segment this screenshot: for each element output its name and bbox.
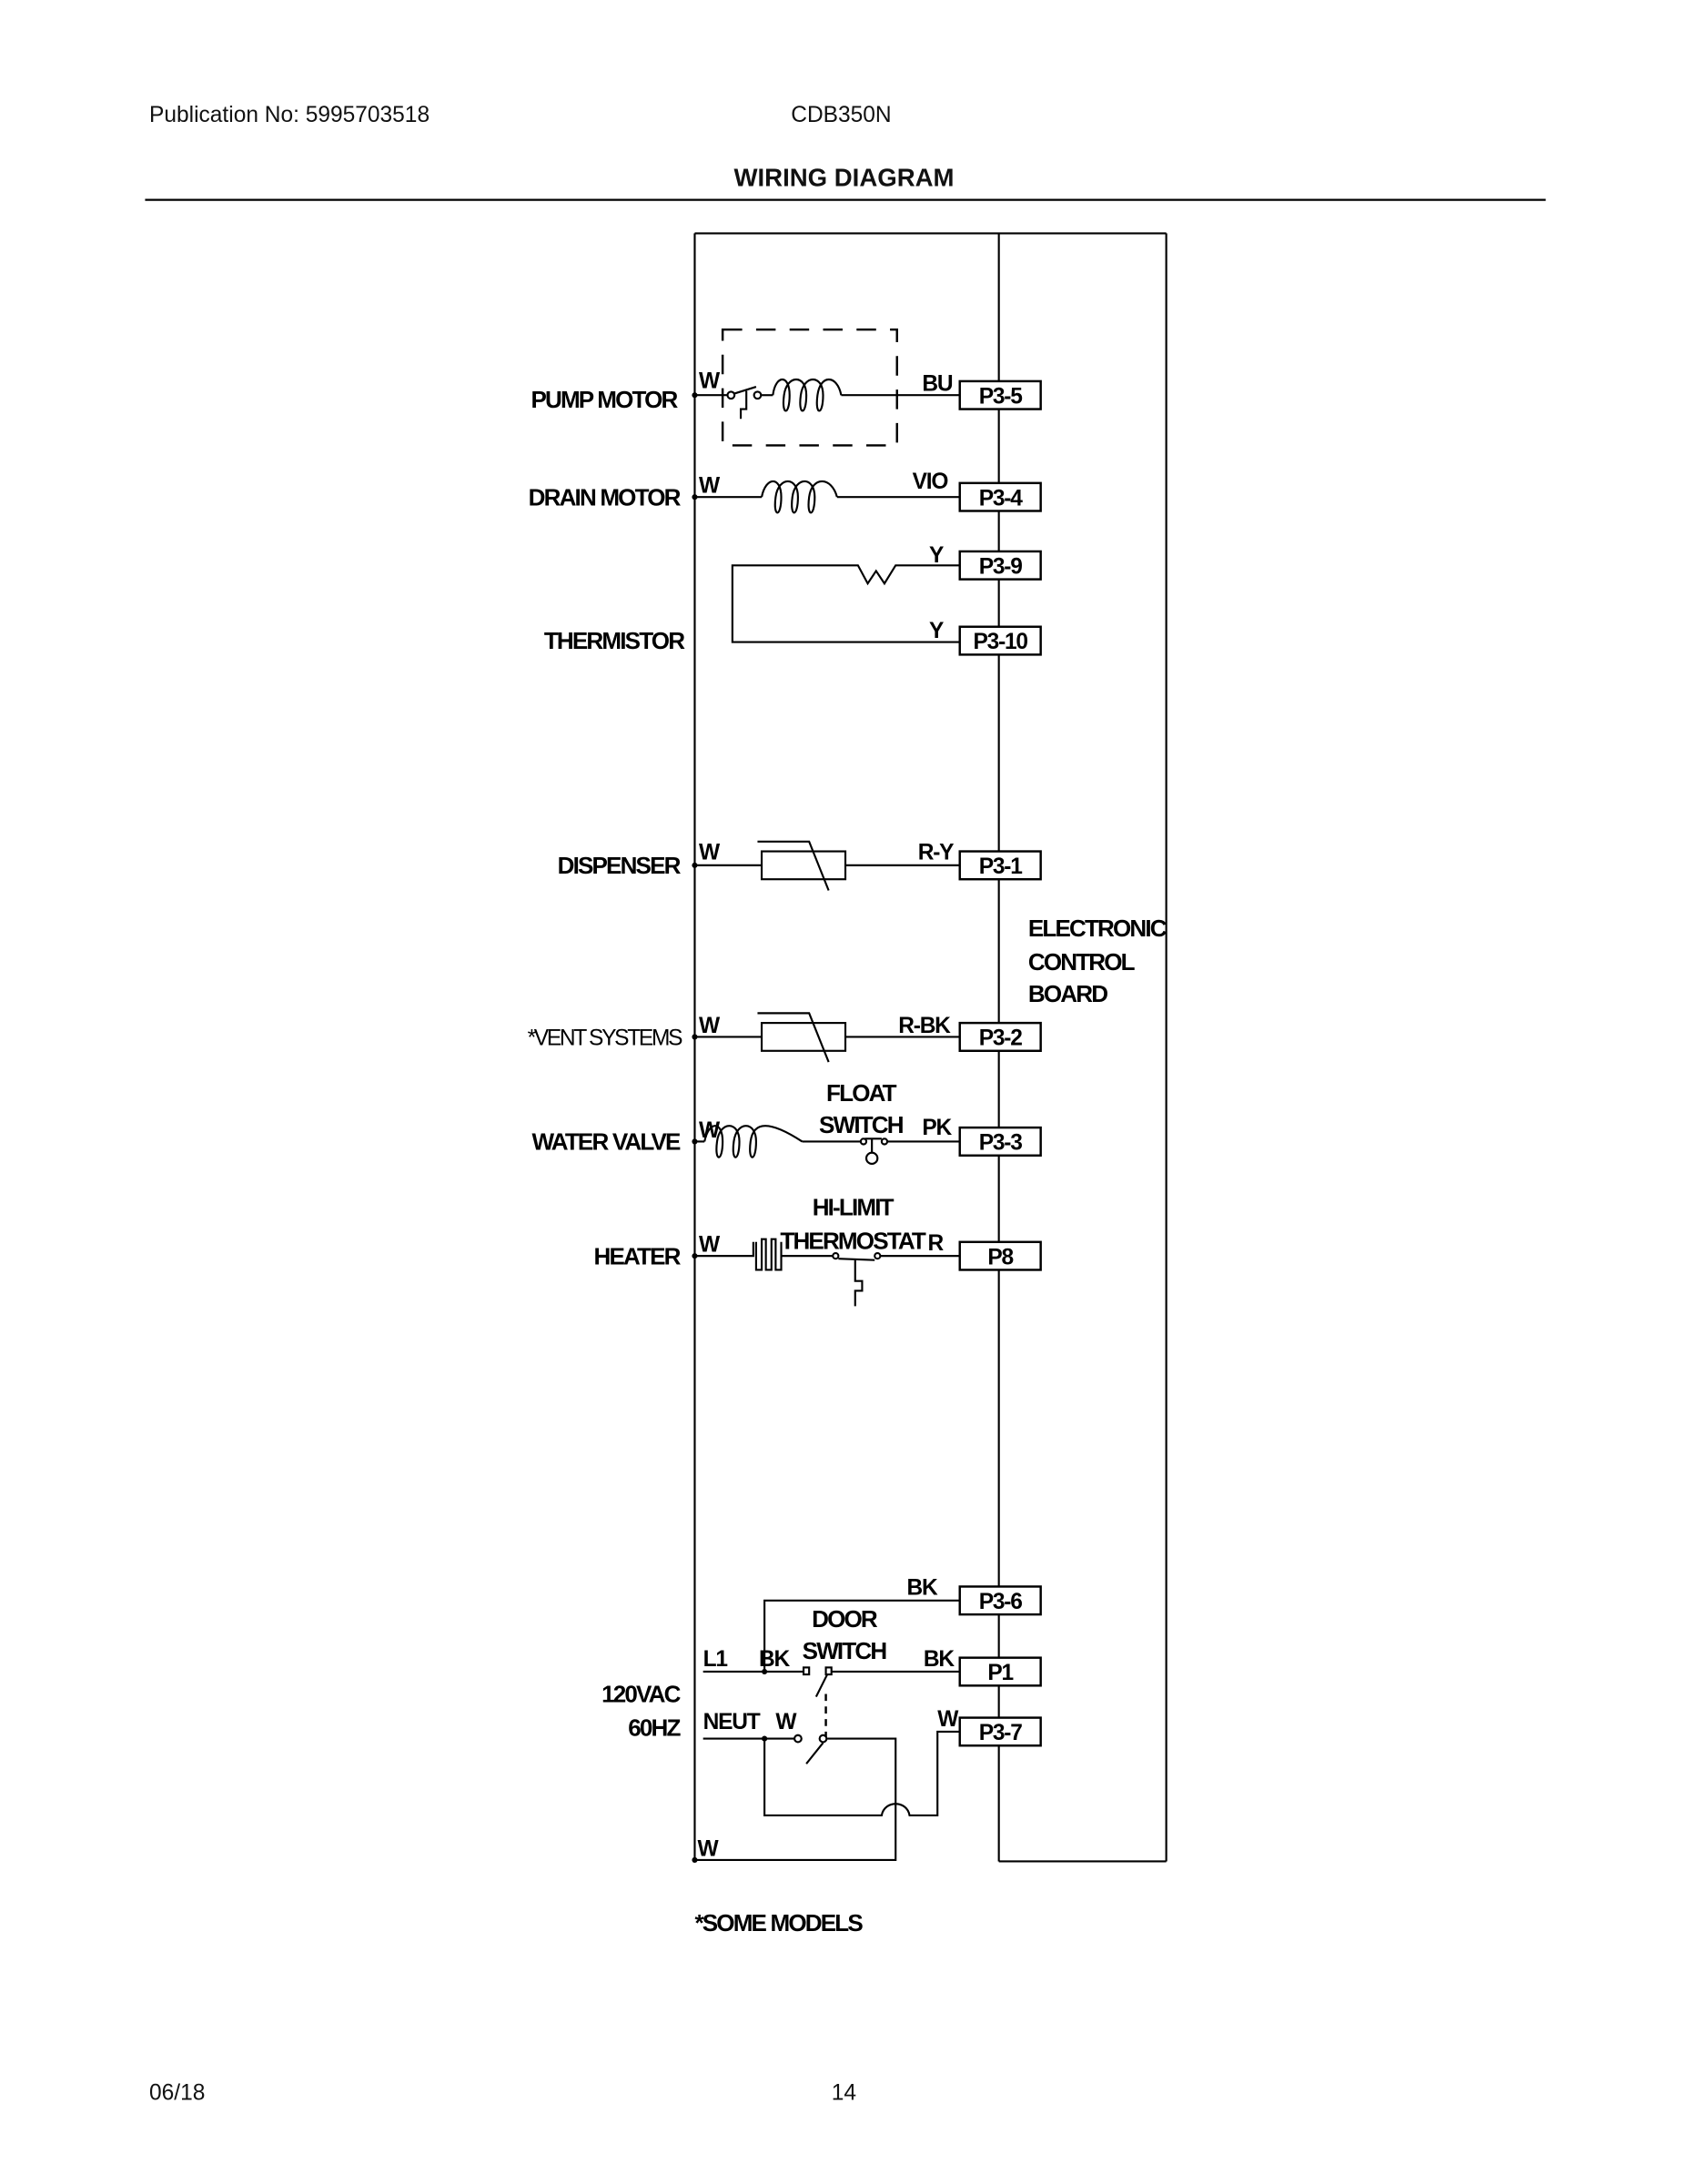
pin-p3-3: P3-3 [958,1126,1042,1157]
drain-motor-circuit: DRAIN MOTOR W VIO [529,470,960,514]
svg-text:120VAC: 120VAC [601,1681,682,1708]
svg-text:R-BK: R-BK [898,1014,951,1038]
svg-text:R-Y: R-Y [918,841,954,865]
svg-text:PK: PK [922,1116,952,1140]
svg-text:BU: BU [922,372,952,397]
svg-text:WATER VALVE: WATER VALVE [532,1128,682,1156]
svg-text:SWITCH: SWITCH [803,1637,887,1664]
water-valve-circuit: WATER VALVE FLOAT SWITCH W PK [532,1079,960,1166]
svg-text:NEUT: NEUT [703,1710,761,1734]
svg-text:DRAIN MOTOR: DRAIN MOTOR [529,483,682,511]
pin-p3-9: P3-9 [958,550,1042,581]
svg-text:*VENT SYSTEMS: *VENT SYSTEMS [528,1026,683,1051]
svg-text:VIO: VIO [913,470,949,494]
pin-p3-5: P3-5 [958,379,1042,410]
svg-text:P3-2: P3-2 [979,1026,1022,1051]
svg-text:W: W [699,474,721,499]
pin-p1: P1 [958,1656,1042,1687]
svg-text:P3-1: P3-1 [979,854,1022,879]
svg-text:W: W [699,369,721,394]
svg-text:Y: Y [929,619,944,643]
svg-text:THERMOSTAT: THERMOSTAT [780,1227,926,1254]
door-switch-circuit: 120VAC 60HZ DOOR SWITCH BK L1 BK BK NEUT… [601,1576,960,1864]
pin-p3-7: P3-7 [958,1716,1042,1747]
svg-text:P3-3: P3-3 [979,1131,1022,1156]
some-models-note: *SOME MODELS [694,1909,863,1936]
svg-text:W: W [699,841,721,865]
door-switch-label: DOOR [812,1605,878,1633]
float-switch-label: FLOAT [826,1079,897,1107]
svg-text:ELECTRONIC: ELECTRONIC [1028,915,1167,942]
svg-text:P1: P1 [987,1661,1013,1685]
svg-text:P3-10: P3-10 [974,630,1028,654]
pump-motor-circuit: PUMP MOTOR W BU [531,328,960,447]
svg-text:PUMP MOTOR: PUMP MOTOR [531,386,678,413]
svg-text:60HZ: 60HZ [628,1714,681,1742]
publication-number: Publication No: 5995703518 [149,103,430,127]
svg-text:P3-5: P3-5 [979,384,1022,409]
pin-p3-10: P3-10 [958,625,1042,656]
svg-text:BK: BK [924,1647,955,1672]
svg-text:BK: BK [759,1647,790,1672]
dispenser-circuit: DISPENSER W R-Y [558,840,960,891]
svg-text:BK: BK [906,1576,937,1601]
page-number: 14 [832,2081,856,2106]
pin-p3-6: P3-6 [958,1585,1042,1616]
svg-text:HEATER: HEATER [593,1242,681,1269]
svg-text:W: W [775,1710,797,1734]
svg-text:SWITCH: SWITCH [819,1111,904,1138]
svg-text:W: W [698,1836,720,1861]
vent-systems-circuit: *VENT SYSTEMS W R-BK [528,1012,960,1063]
pin-p8: P8 [958,1240,1042,1271]
svg-text:P3-7: P3-7 [979,1721,1022,1745]
svg-text:BOARD: BOARD [1028,980,1107,1007]
svg-text:P3-6: P3-6 [979,1590,1022,1614]
model-number: CDB350N [791,103,891,127]
pin-p3-4: P3-4 [958,481,1042,512]
svg-text:P3-9: P3-9 [979,554,1022,579]
svg-text:P8: P8 [987,1245,1013,1269]
connector-pins: P3-5 P3-4 P3-9 P3-10 P3-1 P3-2 P3-3 P8 P… [958,379,1042,1747]
electronic-control-board-label: ELECTRONIC CONTROL BOARD [1028,915,1169,1007]
footer-date: 06/18 [149,2081,205,2106]
svg-text:P3-4: P3-4 [979,486,1023,511]
svg-text:W: W [699,1014,721,1038]
svg-text:Y: Y [929,543,944,568]
thermistor-circuit: THERMISTOR Y Y [544,543,960,654]
page-title: WIRING DIAGRAM [733,163,954,191]
svg-text:L1: L1 [703,1647,728,1672]
svg-text:THERMISTOR: THERMISTOR [544,627,685,654]
svg-text:W: W [937,1707,959,1732]
pin-p3-1: P3-1 [958,850,1042,881]
hi-limit-label: HI-LIMIT [813,1194,895,1221]
svg-text:CONTROL: CONTROL [1028,948,1136,976]
svg-text:DISPENSER: DISPENSER [558,852,682,879]
svg-text:R: R [927,1231,944,1256]
svg-text:W: W [699,1233,721,1258]
pin-p3-2: P3-2 [958,1021,1042,1053]
heater-circuit: HEATER HI-LIMIT THERMOSTAT W R [593,1194,960,1307]
